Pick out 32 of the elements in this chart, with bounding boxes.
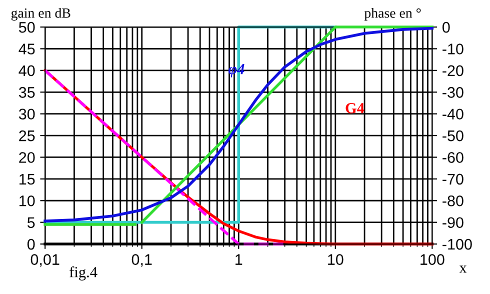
y2-tick-label: -100	[442, 238, 472, 250]
y2-tick-label: -60	[442, 152, 464, 163]
y-tick-label: 15	[20, 174, 35, 185]
y-tick-label: 5	[27, 217, 35, 228]
x-tick-label: 0,1	[132, 254, 152, 267]
y2-tick-label: -40	[442, 108, 464, 120]
x-tick-label: 0,01	[30, 254, 60, 267]
y2-tick-label: -90	[442, 217, 464, 228]
y2-tick-label: -20	[442, 65, 464, 76]
y-tick-label: 35	[18, 87, 35, 98]
x-tick-label: 1	[236, 254, 242, 265]
y-tick-label: 25	[19, 130, 35, 142]
y-tick-label: 30	[18, 108, 35, 120]
y2-tick-label: -70	[442, 174, 464, 185]
x-tick-label: 100	[420, 254, 444, 265]
y2-tick-label: -50	[442, 130, 464, 142]
annotation: φ4	[228, 64, 244, 78]
y-axis-title: gain en dB	[11, 8, 70, 21]
y2-tick-label: -10	[442, 44, 464, 54]
y2-tick-label: -30	[442, 87, 464, 98]
y2-tick-label: -80	[442, 195, 464, 206]
x-axis-title: x	[459, 266, 467, 273]
caption: fig.4	[70, 266, 98, 280]
y2-tick-label: 0	[442, 22, 450, 33]
y-tick-label: 45	[18, 44, 35, 54]
x-tick-label: 10	[328, 254, 344, 265]
y-tick-label: 10	[20, 195, 35, 206]
y-tick-label: 0	[27, 238, 35, 250]
y-tick-label: 40	[18, 65, 35, 76]
y-tick-label: 50	[18, 22, 35, 33]
y2-axis-title: phase en °	[364, 8, 421, 21]
y-tick-label: 20	[19, 152, 35, 163]
